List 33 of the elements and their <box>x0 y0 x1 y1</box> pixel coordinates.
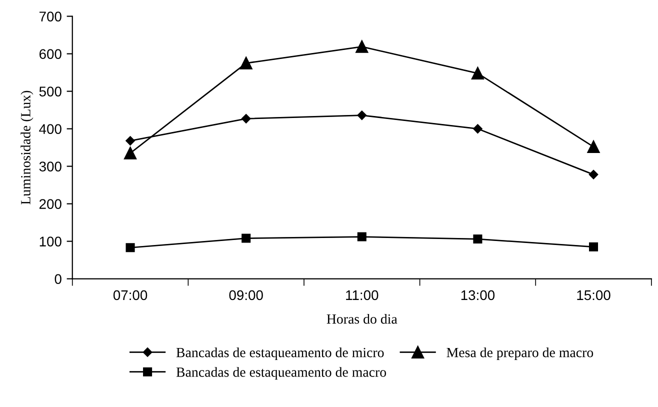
legend-label: Bancadas de estaqueamento de macro <box>176 367 386 380</box>
y-tick-label: 300 <box>39 162 62 172</box>
point <box>588 170 598 180</box>
point <box>241 114 251 124</box>
x-axis-title: Horas do dia <box>326 314 398 324</box>
x-tick-label: 11:00 <box>346 290 378 300</box>
point <box>240 56 252 70</box>
y-axis-title: Luminosidade (Lux) <box>20 90 34 204</box>
y-tick-label: 400 <box>39 124 62 134</box>
legend-label: Mesa de preparo de macro <box>446 347 594 360</box>
y-tick-label: 700 <box>40 12 62 22</box>
x-tick-label: 09:00 <box>229 290 263 300</box>
x-tick-label: 07:00 <box>113 290 148 300</box>
y-tick-label: 100 <box>40 236 62 246</box>
y-tick-label: 500 <box>39 86 62 96</box>
point <box>471 67 484 80</box>
point <box>357 110 367 120</box>
x-tick-label: 15:00 <box>577 290 610 300</box>
point <box>587 140 600 154</box>
point <box>126 136 135 146</box>
y-tick-label: 0 <box>54 274 62 284</box>
y-tick-label: 200 <box>39 199 62 209</box>
point <box>124 146 137 160</box>
point <box>126 243 135 252</box>
point <box>473 234 482 244</box>
point <box>357 232 366 242</box>
point <box>356 40 368 53</box>
point <box>473 124 482 134</box>
legend-label: Bancadas de estaqueamento de micro <box>176 347 384 360</box>
y-tick-label: 600 <box>40 49 62 59</box>
x-tick-label: 13:00 <box>461 290 495 300</box>
point <box>589 242 598 252</box>
point <box>242 234 251 243</box>
